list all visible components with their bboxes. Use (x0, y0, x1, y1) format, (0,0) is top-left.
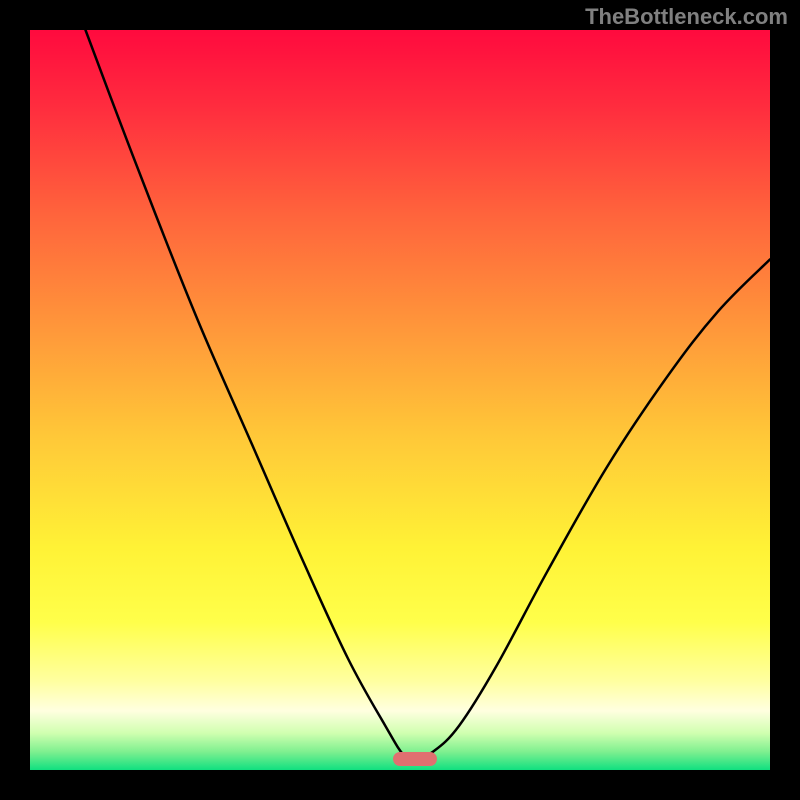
optimal-point-marker (393, 752, 437, 766)
chart-container: TheBottleneck.com (0, 0, 800, 800)
plot-area (30, 30, 770, 770)
bottleneck-curve (30, 30, 770, 770)
watermark-text: TheBottleneck.com (585, 4, 788, 30)
